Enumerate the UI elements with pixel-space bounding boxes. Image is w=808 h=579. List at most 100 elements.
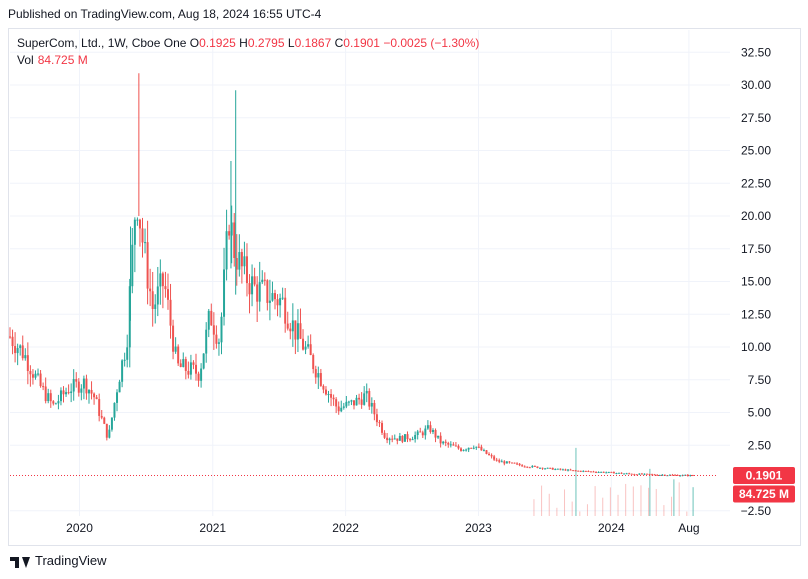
- candle-body: [676, 474, 679, 476]
- ohlc-row: SuperCom, Ltd., 1W, Cboe One O0.1925 H0.…: [17, 35, 479, 52]
- candle-body: [691, 475, 694, 477]
- volume-bar: [556, 507, 558, 516]
- candles: [9, 73, 694, 477]
- volume-bar: [571, 501, 573, 516]
- candle-body: [347, 401, 350, 403]
- candle-body: [454, 445, 457, 447]
- candle-body: [116, 392, 119, 403]
- candle-body: [528, 467, 531, 469]
- candle-body: [228, 231, 231, 236]
- candle-body: [602, 471, 605, 473]
- candle-body: [401, 435, 404, 442]
- candle-body: [54, 403, 57, 405]
- candle-body: [409, 439, 412, 441]
- candle-body: [460, 448, 463, 451]
- close-label: C: [334, 36, 344, 50]
- candle-body: [465, 449, 468, 451]
- candle-body: [200, 368, 203, 381]
- candle-body: [674, 474, 677, 476]
- candle-body: [495, 459, 498, 461]
- candle-body: [169, 299, 172, 326]
- candle-body: [554, 469, 557, 471]
- candle-body: [536, 466, 539, 469]
- last-price-label: 0.1901: [746, 469, 783, 483]
- candle-body: [485, 450, 488, 454]
- candle-body: [373, 402, 376, 415]
- candle-body: [110, 417, 113, 430]
- candle-body: [345, 401, 348, 407]
- candle-body: [355, 397, 358, 406]
- candle-body: [544, 468, 547, 470]
- y-tick-label: 2.50: [748, 438, 772, 452]
- candle-body: [426, 425, 429, 429]
- candle-body: [646, 473, 649, 475]
- candle-body: [617, 472, 620, 474]
- candle-body: [477, 446, 480, 448]
- candle-body: [21, 345, 24, 359]
- candle-body: [220, 316, 223, 343]
- candle-body: [294, 320, 297, 340]
- volume-bar: [692, 487, 694, 516]
- candle-body: [411, 439, 414, 441]
- x-tick-label: 2024: [598, 521, 625, 535]
- chart-frame: [8, 28, 801, 546]
- candle-body: [475, 446, 478, 448]
- open-label: O: [189, 36, 200, 50]
- volume-row: Vol 84.725 M: [17, 52, 479, 69]
- candle-body: [569, 469, 572, 471]
- symbol-label[interactable]: SuperCom, Ltd., 1W, Cboe One: [17, 36, 187, 50]
- candle-body: [442, 441, 445, 444]
- candle-body: [39, 373, 42, 387]
- high-label: H: [239, 36, 248, 50]
- candle-body: [577, 470, 580, 472]
- candle-body: [29, 370, 32, 375]
- candle-body: [398, 435, 401, 441]
- candle-body: [144, 242, 147, 244]
- candle-body: [582, 470, 585, 472]
- candle-body: [526, 466, 529, 468]
- candle-body: [340, 407, 343, 412]
- x-tick-label: 2021: [199, 521, 226, 535]
- candle-body: [651, 474, 654, 476]
- candle-body: [482, 450, 485, 452]
- candle-body: [403, 434, 406, 442]
- candle-body: [615, 473, 618, 475]
- candle-body: [273, 293, 276, 300]
- candle-body: [319, 373, 322, 386]
- candle-body: [610, 471, 613, 473]
- candle-body: [579, 470, 582, 472]
- y-tick-label: 27.50: [741, 111, 771, 125]
- volume-bar: [594, 486, 596, 516]
- candle-body: [177, 346, 180, 364]
- candle-body: [57, 401, 60, 404]
- candle-body: [256, 284, 259, 302]
- candle-body: [381, 423, 384, 433]
- x-tick-label: 2020: [66, 521, 93, 535]
- candle-body: [452, 444, 455, 446]
- candle-body: [335, 399, 338, 407]
- candle-body: [271, 293, 274, 301]
- y-tick-label: 22.50: [741, 176, 771, 190]
- candle-body: [238, 252, 241, 270]
- candle-body: [406, 434, 409, 440]
- volume-bar: [655, 488, 657, 516]
- candle-body: [289, 328, 292, 332]
- footer-branding[interactable]: TradingView: [10, 553, 107, 568]
- candle-body: [235, 258, 238, 270]
- candle-body: [368, 390, 371, 407]
- candle-body: [633, 474, 636, 476]
- candle-body: [396, 438, 399, 441]
- candle-body: [493, 456, 496, 460]
- candle-body: [161, 273, 164, 287]
- candle-body: [62, 390, 65, 395]
- volume-label[interactable]: Vol: [17, 53, 34, 67]
- candle-body: [416, 431, 419, 436]
- candle-body: [386, 437, 389, 441]
- candle-body: [103, 417, 106, 424]
- candle-body: [34, 373, 37, 378]
- high-value: 0.2795: [247, 36, 285, 50]
- y-tick-label: 5.00: [748, 406, 772, 420]
- candle-body: [556, 468, 559, 470]
- tradingview-logo-icon: [10, 554, 30, 568]
